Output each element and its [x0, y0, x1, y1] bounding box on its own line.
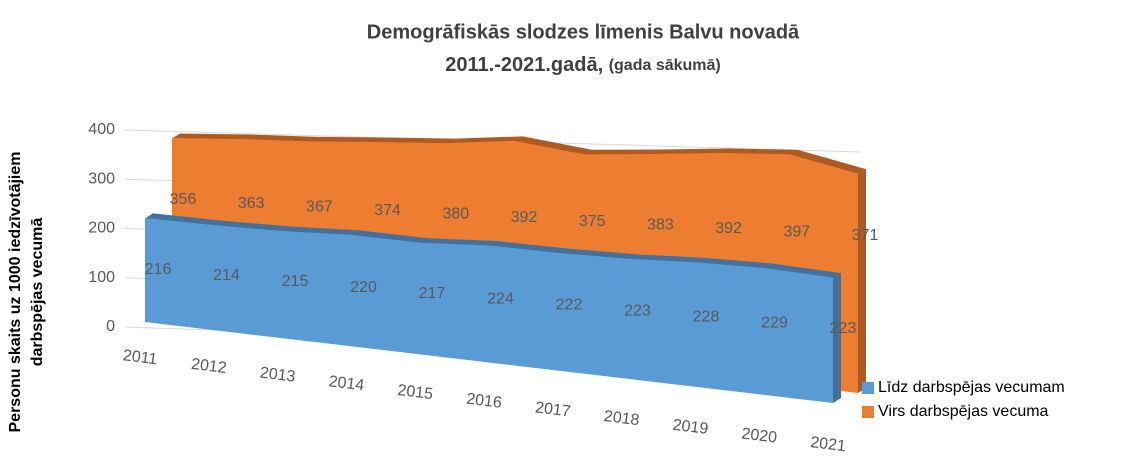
x-tick-label: 2015	[397, 382, 435, 403]
data-label: 224	[487, 291, 514, 308]
x-tick-label: 2019	[672, 417, 710, 438]
y-tick-label: 400	[88, 121, 115, 138]
data-label: 217	[419, 285, 446, 302]
x-tick-label: 2021	[809, 434, 847, 455]
data-label: 216	[145, 261, 172, 278]
data-label: 220	[350, 279, 377, 296]
area-line	[144, 217, 834, 279]
area-side-face	[833, 273, 841, 403]
y-tick-label: 100	[88, 269, 115, 286]
area-side-face	[858, 169, 866, 393]
x-tick-label: 2020	[741, 425, 779, 446]
x-tick-label: 2012	[190, 356, 228, 377]
y-tick-label: 200	[88, 220, 115, 237]
x-tick-label: 2016	[465, 391, 503, 412]
data-label: 222	[556, 297, 583, 314]
x-tick-label: 2014	[328, 373, 366, 394]
chart-title: Demogrāfiskās slodzes līmenis Balvu nova…	[367, 21, 800, 43]
title-note: (gada sākumā)	[609, 57, 721, 74]
series-0	[145, 213, 841, 403]
area-front-face	[145, 218, 833, 403]
data-label: 392	[715, 220, 742, 237]
data-label: 380	[442, 206, 469, 223]
data-label: 374	[374, 202, 401, 219]
legend-swatch	[862, 382, 874, 394]
data-label: 397	[783, 224, 810, 241]
subtitle: 2011.-2021.gadā,	[445, 54, 603, 76]
data-label: 363	[238, 195, 265, 212]
data-label: 392	[511, 209, 538, 226]
legend-swatch	[862, 406, 874, 418]
data-label: 223	[830, 320, 857, 337]
data-label: 215	[282, 273, 309, 290]
x-tick-label: 2011	[122, 347, 158, 368]
y-axis-label: darbspējas vecumā	[29, 218, 46, 367]
data-label: 356	[170, 191, 197, 208]
data-label: 375	[579, 213, 606, 230]
x-tick-label: 2018	[603, 408, 641, 429]
area-line	[171, 138, 859, 175]
data-label: 367	[306, 198, 333, 215]
data-label: 229	[761, 314, 788, 331]
legend-label: Virs darbspējas vecuma	[878, 403, 1049, 420]
y-axis-label: Personu skaits uz 1000 iedzīvotājiem	[7, 151, 24, 432]
data-label: 228	[693, 308, 720, 325]
data-label: 223	[624, 303, 651, 320]
x-tick-label: 2017	[534, 399, 572, 420]
chart-subtitle: 2011.-2021.gadā, (gada sākumā)	[445, 54, 721, 76]
y-tick-label: 0	[106, 318, 115, 335]
data-label: 383	[647, 216, 674, 233]
data-label: 214	[213, 267, 240, 284]
area-top-face	[145, 213, 841, 279]
x-tick-label: 2013	[259, 365, 297, 386]
legend-label: Līdz darbspējas vecumam	[878, 379, 1065, 396]
data-label: 371	[852, 227, 879, 244]
y-tick-label: 300	[88, 170, 115, 187]
